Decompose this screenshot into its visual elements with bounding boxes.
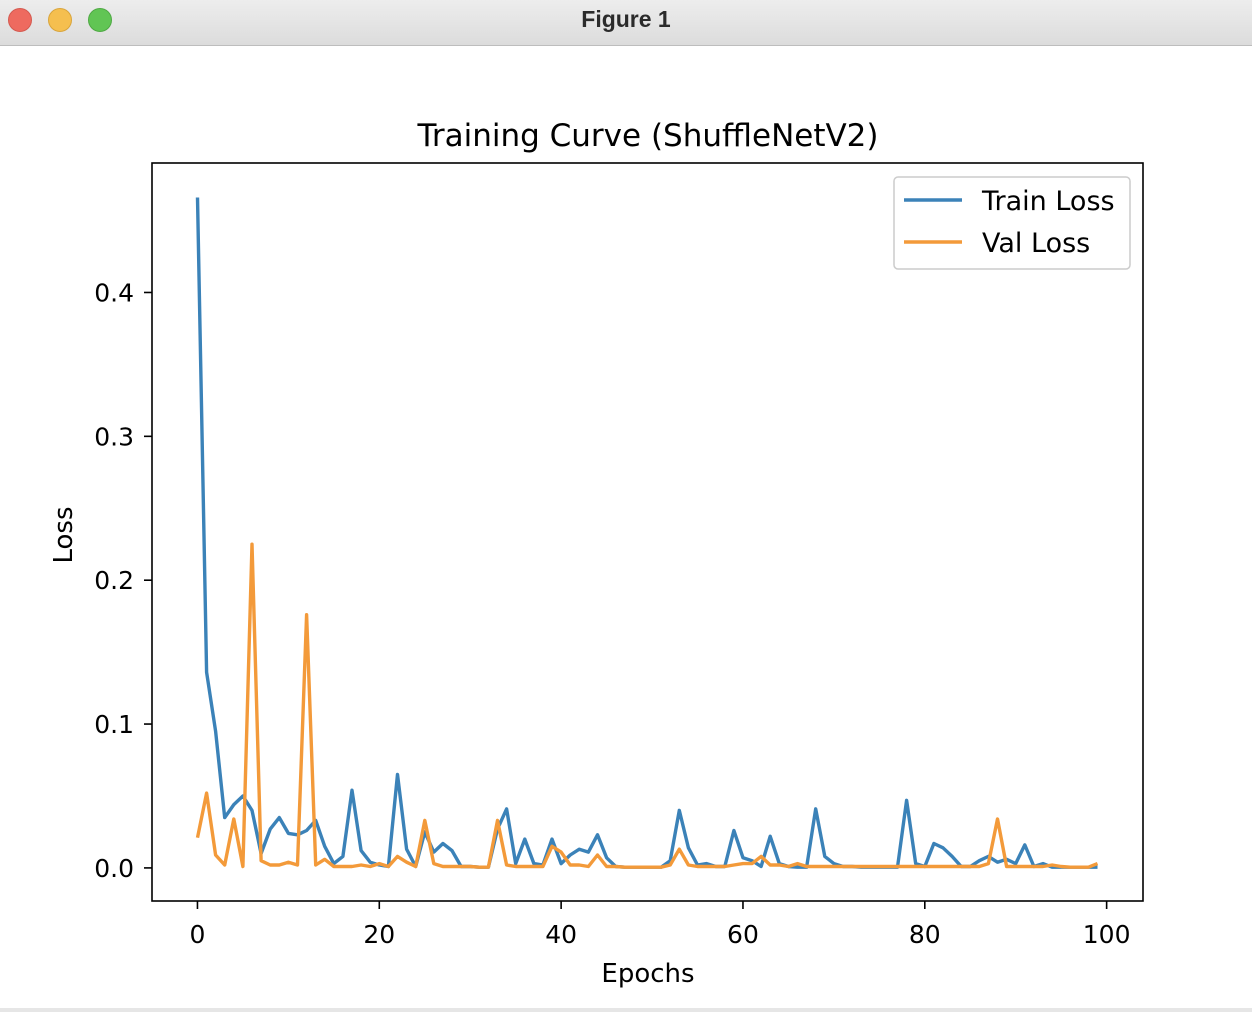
line-chart: 0 20 40 60 80 100 0.0 0.1 0.2 0.3 0.4 Training Cu…	[49, 118, 1144, 989]
y-tick-label: 0.4	[94, 278, 134, 307]
y-tick-label: 0.2	[94, 566, 134, 595]
legend-label: Val Loss	[982, 228, 1090, 259]
x-tick-label: 20	[363, 920, 395, 949]
window-title: Figure 1	[581, 6, 671, 32]
y-axis-label: Loss	[49, 506, 79, 563]
x-tick-label: 80	[909, 920, 941, 949]
x-tick-label: 60	[727, 920, 759, 949]
y-tick-label: 0.1	[94, 710, 134, 739]
x-axis-label: Epochs	[601, 959, 694, 989]
series-line-val-loss	[195, 542, 1099, 869]
y-tick-label: 0.3	[94, 422, 134, 451]
x-tick-label: 40	[545, 920, 577, 949]
close-window-button[interactable]	[8, 8, 32, 32]
legend-label: Train Loss	[981, 186, 1115, 217]
figure-canvas: 0 20 40 60 80 100 0.0 0.1 0.2 0.3 0.4 Training Cu…	[0, 47, 1252, 1009]
chart-title: Training Curve (ShuffleNetV2)	[416, 118, 878, 154]
x-tick-label: 100	[1083, 920, 1131, 949]
y-tick-label: 0.0	[94, 854, 134, 883]
title-bar[interactable]: Figure 1	[0, 0, 1252, 46]
window-bottom-edge	[0, 1008, 1252, 1012]
x-tick-label: 0	[190, 920, 206, 949]
maximize-window-button[interactable]	[88, 8, 112, 32]
minimize-window-button[interactable]	[48, 8, 72, 32]
plot-frame	[151, 162, 1144, 902]
plot-area	[152, 163, 1143, 901]
legend: Train Loss Val Loss	[893, 176, 1131, 270]
